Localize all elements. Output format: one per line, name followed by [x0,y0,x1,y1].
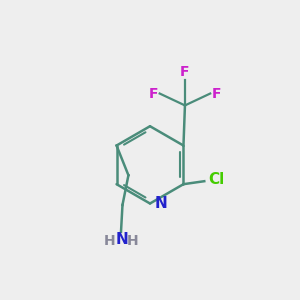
Text: F: F [149,86,158,100]
Text: H: H [104,234,116,248]
Text: N: N [115,232,128,247]
Text: Cl: Cl [209,172,225,187]
Text: F: F [180,65,190,79]
Text: N: N [155,196,167,211]
Text: H: H [127,234,139,248]
Text: F: F [212,86,221,100]
